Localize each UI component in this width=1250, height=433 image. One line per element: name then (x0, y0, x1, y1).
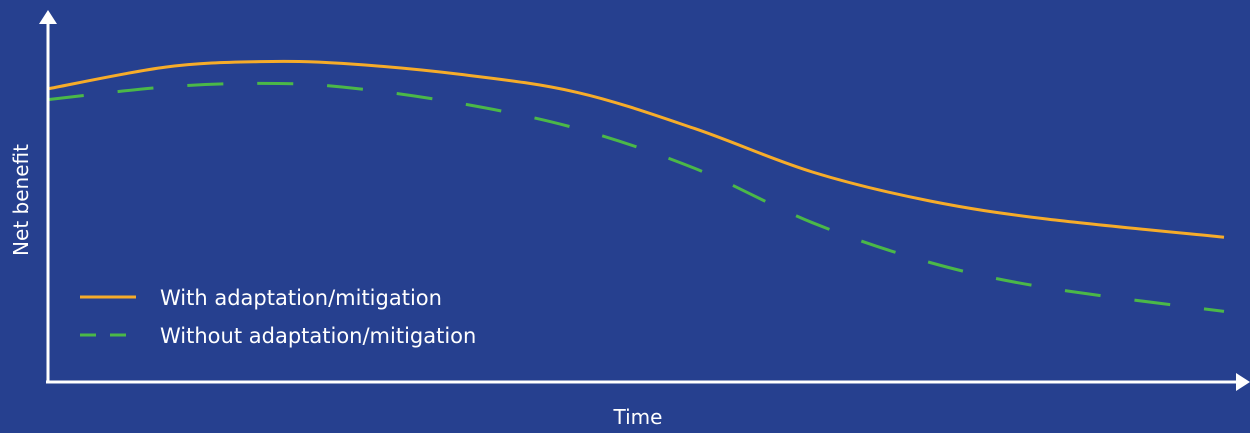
series-line-with-adaptation (47, 59, 1225, 239)
series-lines (47, 59, 1225, 313)
series-line-without-adaptation (47, 81, 1225, 313)
x-axis-arrowhead (1236, 373, 1250, 391)
y-axis-label: Net benefit (9, 144, 33, 256)
legend-label-with: With adaptation/mitigation (160, 286, 442, 310)
legend: With adaptation/mitigation Without adapt… (80, 286, 476, 348)
y-axis-arrowhead (39, 10, 57, 24)
x-axis-label: Time (613, 405, 663, 429)
legend-label-without: Without adaptation/mitigation (160, 324, 476, 348)
